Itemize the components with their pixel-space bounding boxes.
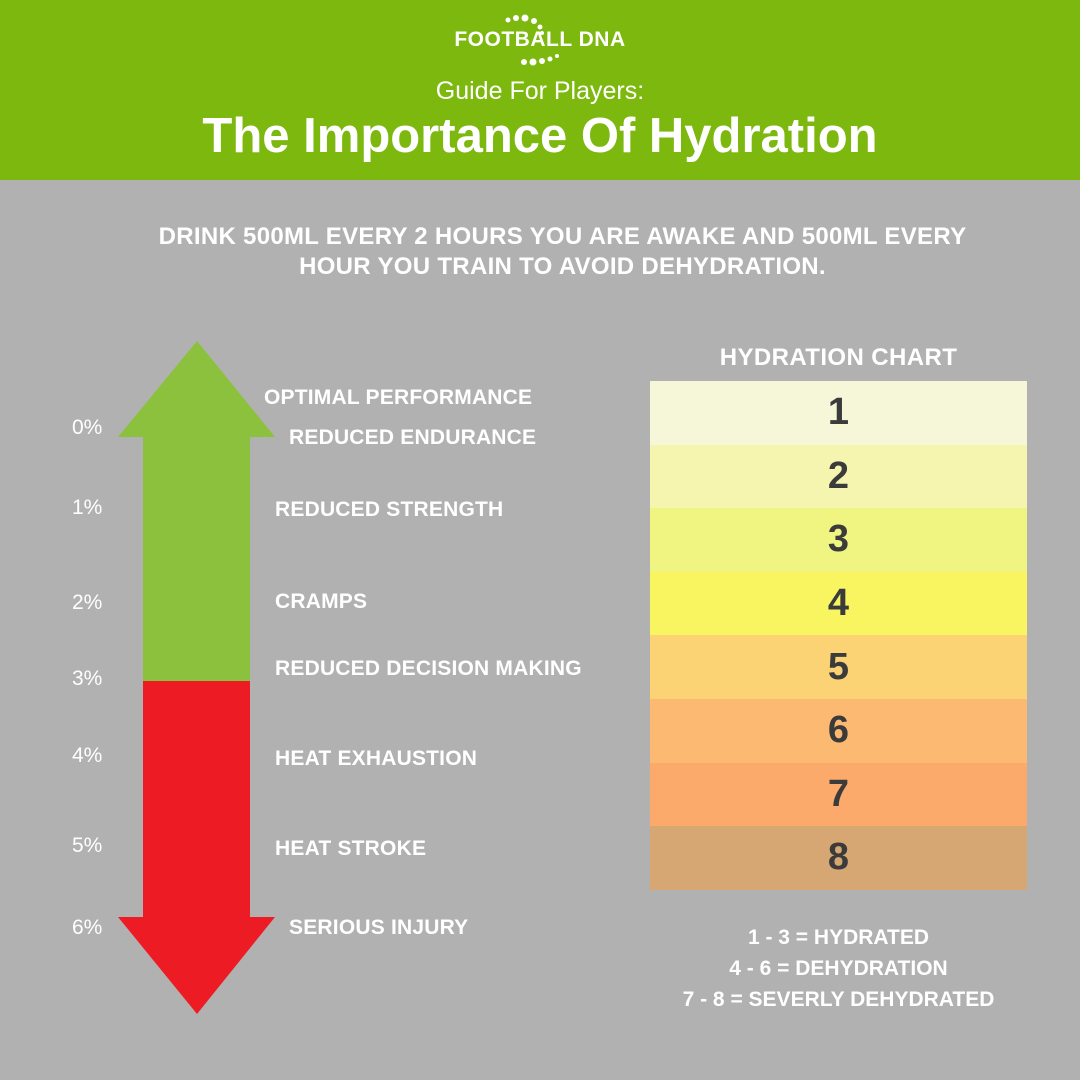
logo-text: FOOTBALL DNA [454, 28, 626, 51]
effect-reduced-decision-making: REDUCED DECISION MAKING [275, 657, 582, 680]
page-subtitle: Guide For Players: [435, 77, 645, 105]
effect-reduced-endurance: REDUCED ENDURANCE [289, 426, 537, 449]
hydration-level-2: 2 [650, 444, 1027, 509]
percent-6: 6% [72, 916, 103, 939]
effect-cramps: CRAMPS [275, 590, 368, 613]
hydration-level-4: 4 [650, 571, 1027, 636]
percent-2: 2% [72, 591, 103, 614]
hydration-chart-title: HYDRATION CHART [719, 344, 958, 371]
effect-serious-injury: SERIOUS INJURY [289, 916, 469, 939]
arrow-safe-shaft [143, 437, 250, 681]
hydration-chart: 1 2 3 4 5 6 7 8 [650, 381, 1027, 890]
percent-5: 5% [72, 834, 103, 857]
percent-0: 0% [72, 416, 103, 439]
arrow-up-head [118, 341, 275, 437]
hydration-level-8: 8 [650, 826, 1027, 890]
hydration-level-1: 1 [650, 381, 1027, 445]
arrow-danger-shaft [143, 681, 250, 917]
hydration-level-3: 3 [650, 508, 1027, 572]
arrow-down-head [118, 917, 275, 1014]
hydration-level-5: 5 [650, 635, 1027, 699]
intro-line-2: HOUR YOU TRAIN TO AVOID DEHYDRATION. [299, 253, 826, 280]
hydration-level-6: 6 [650, 698, 1027, 763]
effect-optimal-performance: OPTIMAL PERFORMANCE [264, 386, 533, 409]
intro-text: DRINK 500ML EVERY 2 HOURS YOU ARE AWAKE … [110, 222, 1015, 282]
dehydration-scale-arrow [118, 341, 275, 1014]
percent-1: 1% [72, 496, 103, 519]
legend-severely-dehydrated: 7 - 8 = SEVERLY DEHYDRATED [682, 988, 995, 1011]
effect-reduced-strength: REDUCED STRENGTH [275, 498, 504, 521]
legend-hydrated: 1 - 3 = HYDRATED [747, 926, 930, 949]
page-title: The Importance Of Hydration [202, 109, 878, 163]
header-banner: FOOTBALL DNA Guide For Players: The Impo… [0, 0, 1080, 180]
percent-4: 4% [72, 744, 103, 767]
hydration-level-7: 7 [650, 762, 1027, 827]
effect-heat-exhaustion: HEAT EXHAUSTION [275, 747, 478, 770]
hydration-legend: 1 - 3 = HYDRATED 4 - 6 = DEHYDRATION 7 -… [650, 922, 1027, 1015]
percent-3: 3% [72, 667, 103, 690]
logo-dots-icon [505, 14, 559, 66]
effect-heat-stroke: HEAT STROKE [275, 837, 427, 860]
intro-line-1: DRINK 500ML EVERY 2 HOURS YOU ARE AWAKE … [158, 223, 967, 250]
legend-dehydration: 4 - 6 = DEHYDRATION [729, 957, 948, 980]
